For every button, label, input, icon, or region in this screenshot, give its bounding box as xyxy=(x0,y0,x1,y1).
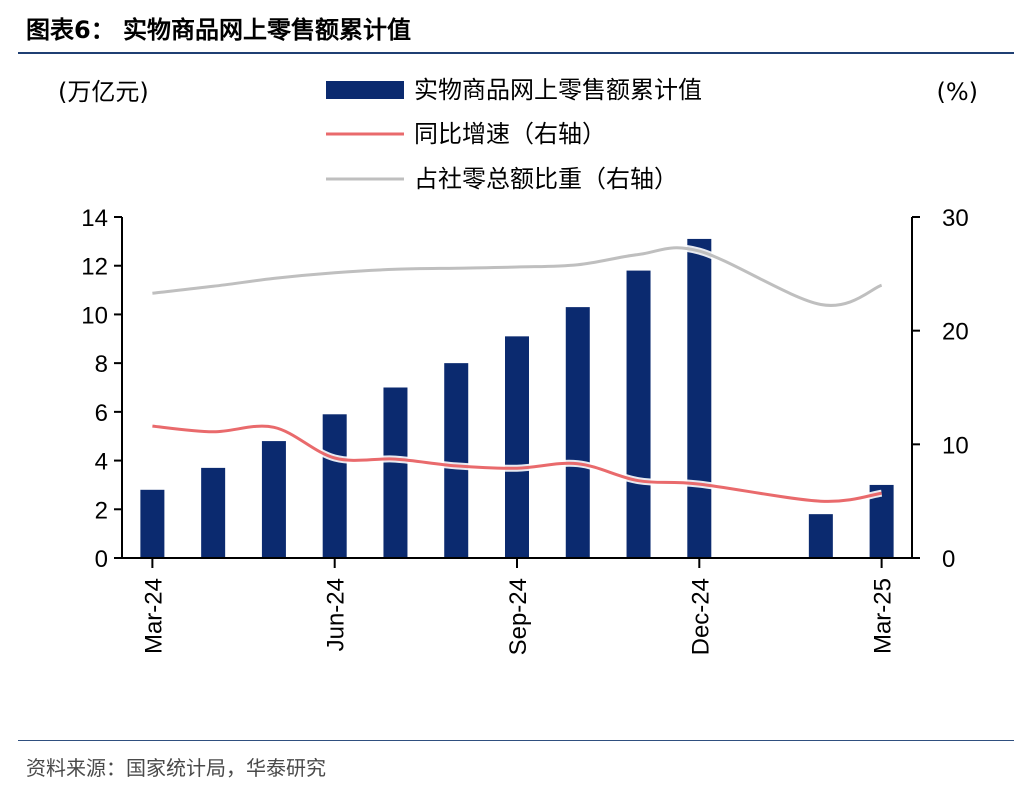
left-tick-label: 4 xyxy=(95,449,108,476)
right-axis-unit: (%) xyxy=(936,78,978,106)
left-tick-label: 8 xyxy=(95,351,108,378)
x-tick-label: Sep-24 xyxy=(505,578,532,655)
figure-title: 图表6： 实物商品网上零售额累计值 xyxy=(26,16,412,44)
line-series xyxy=(151,244,884,505)
left-tick-label: 12 xyxy=(81,254,108,281)
legend-label: 同比增速（右轴） xyxy=(414,120,606,148)
left-tick-label: 6 xyxy=(95,400,108,427)
x-tick-label: Mar-25 xyxy=(870,578,897,654)
share-line xyxy=(152,246,883,307)
right-tick-label: 30 xyxy=(942,205,969,232)
legend-swatch xyxy=(326,81,404,99)
bar xyxy=(565,307,590,558)
bar xyxy=(808,514,833,558)
line-halo xyxy=(151,244,884,309)
x-tick-label: Jun-24 xyxy=(323,578,350,651)
x-tick-label: Mar-24 xyxy=(140,578,167,654)
bar xyxy=(201,467,226,558)
right-tick-label: 10 xyxy=(942,432,969,459)
x-tick-label: Dec-24 xyxy=(687,578,714,655)
bar xyxy=(322,414,347,558)
right-tick-label: 0 xyxy=(942,546,955,573)
bar-series xyxy=(140,238,894,558)
left-tick-label: 2 xyxy=(95,497,108,524)
axes: (万亿元) (%) 0 2 4 6 8 10 12 14 0 10 20 30 Mar-24 Jun-24 Se… xyxy=(58,78,978,655)
bar xyxy=(140,489,165,558)
bar xyxy=(626,270,651,558)
bar xyxy=(261,441,286,558)
left-tick-label: 10 xyxy=(81,302,108,329)
footer-rule xyxy=(18,740,1014,741)
title-rule xyxy=(18,52,1014,54)
left-axis-unit: (万亿元) xyxy=(58,78,149,106)
source-note: 资料来源：国家统计局，华泰研究 xyxy=(26,756,326,780)
bar xyxy=(444,363,469,558)
left-tick-label: 0 xyxy=(95,546,108,573)
bar xyxy=(505,336,529,558)
left-tick-label: 14 xyxy=(81,205,108,232)
bar xyxy=(687,238,712,558)
legend-label: 占社零总额比重（右轴） xyxy=(414,165,678,193)
right-tick-label: 20 xyxy=(942,319,969,346)
growth-rate-line xyxy=(152,424,882,503)
bar xyxy=(383,387,408,558)
legend-label: 实物商品网上零售额累计值 xyxy=(414,76,702,104)
